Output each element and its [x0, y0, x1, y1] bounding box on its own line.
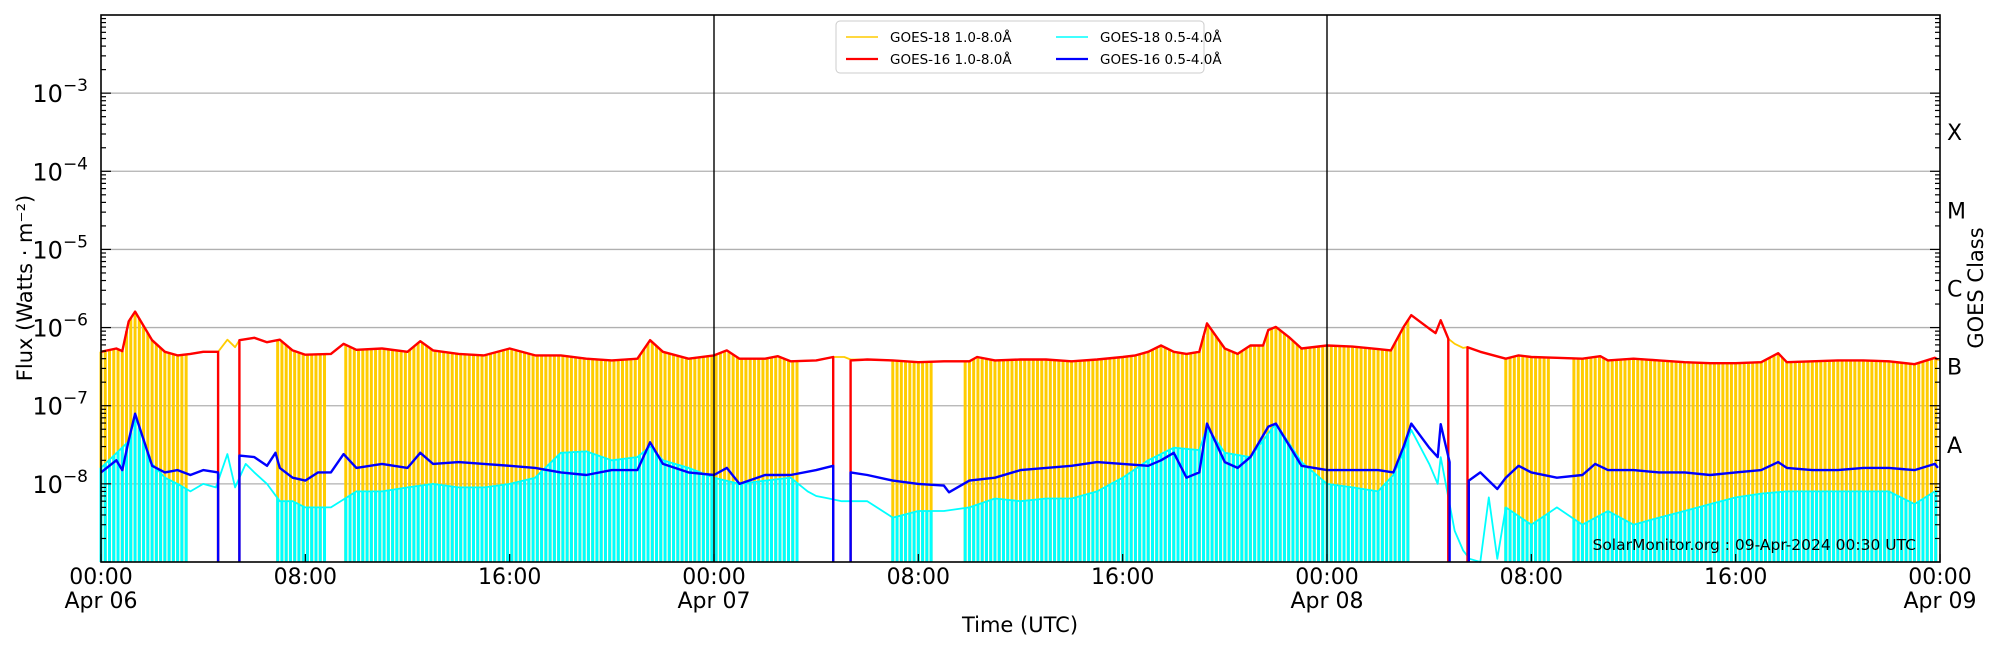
x-tick-label: 08:00 — [887, 565, 950, 590]
x-tick-label: 00:00 — [1908, 565, 1971, 590]
x-tick-date-label: Apr 07 — [677, 589, 750, 614]
watermark-annotation: SolarMonitor.org : 09-Apr-2024 00:30 UTC — [1592, 536, 1916, 554]
legend-label: GOES-16 1.0-8.0Å — [890, 51, 1012, 68]
x-tick-date-label: Apr 08 — [1290, 589, 1363, 614]
y-axis-right-label: GOES Class — [1964, 227, 1988, 348]
y-tick-label: 10−8 — [32, 467, 88, 499]
x-tick-label: 00:00 — [682, 565, 745, 590]
legend-box — [835, 20, 1205, 74]
goes-class-label: X — [1947, 121, 1962, 146]
series-line-goes-16-1-0-8-0- — [100, 310, 1939, 562]
y-tick-label: 10−3 — [32, 76, 88, 108]
y-tick-label: 10−4 — [32, 154, 88, 186]
y-tick-label: 10−6 — [32, 311, 88, 343]
legend: GOES-18 1.0-8.0Å GOES-16 1.0-8.0Å GOES-18 … — [835, 20, 1222, 74]
x-tick-label: 16:00 — [1091, 565, 1154, 590]
plot-marks — [99, 310, 1941, 563]
series-line-goes-18-0-5-4-0- — [100, 414, 1940, 563]
goes-class-label: C — [1947, 278, 1962, 303]
goes-class-label: B — [1947, 356, 1962, 381]
x-tick-label: 16:00 — [1704, 565, 1767, 590]
x-tick-label: 00:00 — [69, 565, 132, 590]
x-tick-date-label: Apr 09 — [1903, 589, 1976, 614]
x-axis-label: Time (UTC) — [961, 613, 1078, 637]
legend-label: GOES-16 0.5-4.0Å — [1100, 51, 1222, 68]
goes-class-label: A — [1947, 434, 1962, 459]
x-tick-label: 08:00 — [274, 565, 337, 590]
y-tick-label: 10−7 — [32, 389, 88, 421]
x-tick-label: 16:00 — [478, 565, 541, 590]
x-tick-date-label: Apr 06 — [64, 589, 137, 614]
legend-label: GOES-18 1.0-8.0Å — [890, 29, 1012, 46]
x-tick-label: 00:00 — [1295, 565, 1358, 590]
y-axis-label: Flux (Watts · m⁻²) — [13, 195, 37, 381]
goes-class-label: M — [1947, 199, 1966, 224]
series-line-goes-16-0-5-4-0- — [100, 412, 1939, 562]
y-tick-label: 10−5 — [32, 232, 88, 264]
legend-label: GOES-18 0.5-4.0Å — [1100, 29, 1222, 46]
x-tick-label: 08:00 — [1500, 565, 1563, 590]
plot-frame — [100, 14, 1941, 563]
